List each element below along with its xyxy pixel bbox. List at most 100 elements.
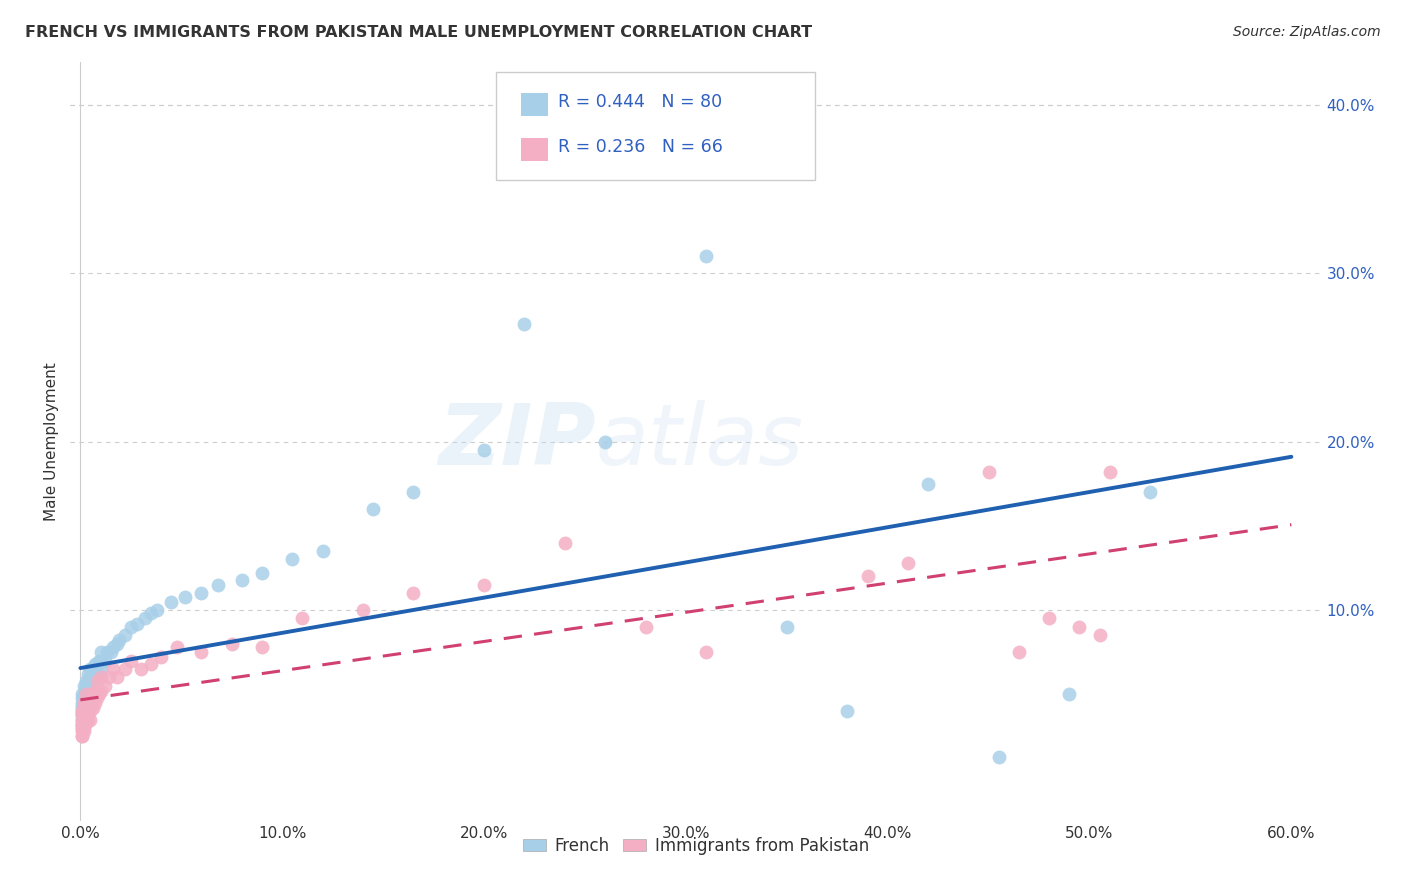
Point: [77, 682, 100, 697]
Point: [75, 696, 97, 710]
Point: [107, 633, 129, 648]
Point: [73, 724, 96, 739]
Point: [73, 707, 96, 722]
Point: [83, 696, 105, 710]
Point: [139, 657, 162, 671]
Point: [311, 544, 333, 558]
Point: [72, 717, 94, 731]
Point: [79, 687, 101, 701]
Point: [96, 645, 118, 659]
Point: [73, 707, 96, 722]
Point: [75, 704, 97, 718]
Point: [231, 573, 253, 587]
FancyBboxPatch shape: [520, 93, 548, 115]
Point: [72, 721, 94, 735]
Point: [291, 611, 314, 625]
Point: [79, 662, 101, 676]
Point: [472, 442, 495, 457]
Point: [73, 721, 96, 735]
Point: [72, 709, 94, 723]
Point: [72, 715, 94, 730]
Point: [72, 707, 94, 722]
Point: [90, 654, 112, 668]
Point: [77, 713, 100, 727]
Point: [73, 700, 96, 714]
Point: [207, 578, 229, 592]
Point: [114, 662, 136, 676]
Point: [77, 700, 100, 714]
Point: [166, 640, 188, 654]
Point: [75, 687, 97, 701]
Point: [72, 704, 94, 718]
Point: [77, 690, 100, 705]
Point: [72, 687, 94, 701]
Point: [79, 690, 101, 705]
Point: [917, 476, 939, 491]
Point: [83, 665, 105, 680]
Point: [77, 667, 100, 681]
Point: [856, 569, 879, 583]
Point: [105, 637, 128, 651]
Point: [1069, 620, 1091, 634]
Text: R = 0.444   N = 80: R = 0.444 N = 80: [558, 93, 723, 111]
Point: [695, 645, 717, 659]
Point: [837, 704, 859, 718]
Point: [75, 713, 97, 727]
Point: [82, 670, 104, 684]
Point: [695, 249, 717, 263]
Point: [79, 690, 101, 705]
Point: [1088, 628, 1111, 642]
Point: [146, 603, 169, 617]
Point: [73, 699, 96, 714]
Point: [72, 707, 94, 722]
Point: [129, 662, 152, 676]
Text: FRENCH VS IMMIGRANTS FROM PAKISTAN MALE UNEMPLOYMENT CORRELATION CHART: FRENCH VS IMMIGRANTS FROM PAKISTAN MALE …: [25, 25, 813, 40]
Point: [90, 645, 112, 659]
Point: [77, 673, 100, 688]
Point: [402, 485, 425, 500]
Point: [174, 590, 197, 604]
Point: [87, 667, 110, 681]
Point: [139, 607, 162, 621]
Text: ZIP: ZIP: [439, 400, 596, 483]
Point: [73, 690, 96, 705]
Point: [1038, 611, 1060, 625]
Point: [79, 713, 101, 727]
Point: [134, 611, 156, 625]
Point: [86, 673, 108, 688]
Point: [125, 616, 148, 631]
FancyBboxPatch shape: [496, 72, 815, 180]
Point: [1059, 687, 1081, 701]
Point: [73, 679, 96, 693]
Point: [83, 684, 105, 698]
Point: [72, 730, 94, 744]
Point: [73, 713, 96, 727]
FancyBboxPatch shape: [520, 138, 548, 161]
Point: [361, 502, 384, 516]
Point: [72, 696, 94, 710]
Point: [86, 670, 108, 684]
Point: [86, 690, 108, 705]
Point: [352, 603, 374, 617]
Point: [77, 696, 100, 710]
Point: [75, 687, 97, 701]
Point: [472, 578, 495, 592]
Point: [73, 704, 96, 718]
Point: [72, 690, 94, 705]
Point: [987, 749, 1010, 764]
Text: R = 0.236   N = 66: R = 0.236 N = 66: [558, 138, 723, 156]
Point: [82, 662, 104, 676]
Point: [72, 721, 94, 735]
Point: [150, 650, 173, 665]
Point: [101, 662, 124, 676]
Point: [101, 640, 124, 654]
Point: [1139, 485, 1161, 500]
Point: [73, 696, 96, 710]
Legend: French, Immigrants from Pakistan: French, Immigrants from Pakistan: [516, 830, 876, 862]
Point: [75, 699, 97, 714]
Point: [79, 704, 101, 718]
Point: [75, 679, 97, 693]
Point: [554, 535, 576, 549]
Point: [402, 586, 425, 600]
Point: [250, 640, 273, 654]
